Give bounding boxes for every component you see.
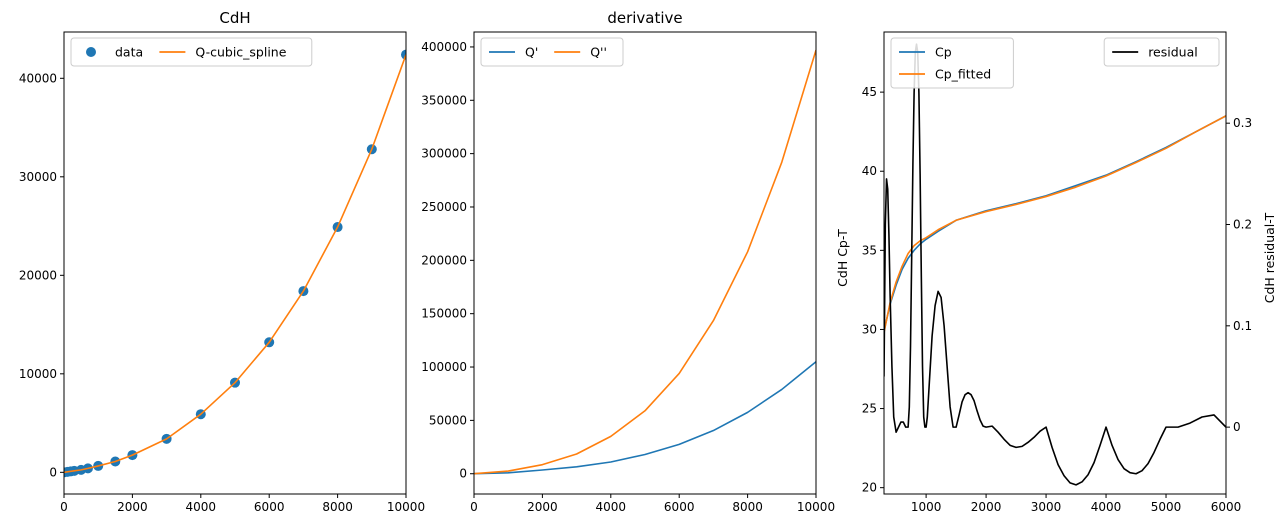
y-tick-label: 350000 xyxy=(421,93,467,107)
panel-cdh: CdH 0 2000 4000 6000 8000 10000 0 10000 20000 300… xyxy=(19,9,425,514)
x-tick-label: 10000 xyxy=(797,500,835,514)
x-tick-label: 3000 xyxy=(1031,500,1062,514)
legend-box xyxy=(1103,37,1220,67)
y-tick-label: 30 xyxy=(862,322,877,336)
panel-derivative: derivative 0 2000 4000 6000 8000 100000500001… xyxy=(421,9,835,514)
legend-label-Q'': Q'' xyxy=(590,45,607,60)
panel1-title: CdH xyxy=(219,9,250,27)
y-right-tick-label: 0.1 xyxy=(1233,319,1252,333)
x-tick-label: 0 xyxy=(470,500,478,514)
y-tick-label: 40000 xyxy=(19,71,57,85)
x-tick-label: 4000 xyxy=(186,500,217,514)
x-tick-label: 2000 xyxy=(117,500,148,514)
y-tick-label: 0 xyxy=(49,465,57,479)
axes-frame-2 xyxy=(473,31,817,495)
x-tick-label: 4000 xyxy=(1091,500,1122,514)
axes-frame-1 xyxy=(63,31,407,495)
x-tick-label: 10000 xyxy=(387,500,425,514)
legend-label-Cp: Cp xyxy=(935,45,952,60)
legend-box xyxy=(480,37,624,67)
y-right-tick-label: 0 xyxy=(1233,420,1241,434)
legend-label-Cp_fitted: Cp_fitted xyxy=(935,67,991,82)
legend-label-data: data xyxy=(115,45,143,60)
y-tick-label: 100000 xyxy=(421,360,467,374)
x-tick-label: 4000 xyxy=(596,500,627,514)
series-line-residual xyxy=(884,43,1226,486)
x-tick-label: 5000 xyxy=(1151,500,1182,514)
y-tick-label: 40 xyxy=(862,164,877,178)
legend-label-residual: residual xyxy=(1148,45,1198,60)
x-tick-label: 8000 xyxy=(322,500,353,514)
legend-box xyxy=(890,37,1014,89)
x-tick-label: 2000 xyxy=(527,500,558,514)
y-tick-label: 250000 xyxy=(421,200,467,214)
legend-label-Q': Q' xyxy=(525,45,538,60)
x-tick-label: 2000 xyxy=(971,500,1002,514)
y-tick-label: 10000 xyxy=(19,367,57,381)
plot-area-2 xyxy=(474,49,816,475)
series-line-Q'' xyxy=(474,49,816,475)
y-tick-label: 200000 xyxy=(421,253,467,267)
legend-label-Q-cubic_spline: Q-cubic_spline xyxy=(195,45,286,60)
x-tick-label: 6000 xyxy=(664,500,695,514)
y-tick-label: 20000 xyxy=(19,268,57,282)
x-tick-label: 1000 xyxy=(911,500,942,514)
series-line-Cp xyxy=(884,115,1226,332)
y-tick-label: 50000 xyxy=(429,413,467,427)
y-right-tick-label: 0.3 xyxy=(1233,116,1252,130)
y-tick-label: 30000 xyxy=(19,170,57,184)
series-line-Cp_fitted xyxy=(884,115,1226,333)
y-tick-label: 35 xyxy=(862,243,877,257)
x-tick-label: 0 xyxy=(60,500,68,514)
y-tick-label: 300000 xyxy=(421,147,467,161)
x-tick-label: 6000 xyxy=(1211,500,1242,514)
panel3-ylabel-right: CdH residual-T xyxy=(1262,212,1277,303)
y-right-tick-label: 0.2 xyxy=(1233,218,1252,232)
panel3-ylabel-left: CdH Cp-T xyxy=(835,229,850,287)
plot-area-3 xyxy=(884,43,1226,486)
series-line-Q' xyxy=(474,361,816,475)
axes-frame-3 xyxy=(883,31,1227,495)
panel-cp: CdH Cp-T CdH residual-T 1000 2000 3000 4000… xyxy=(835,31,1277,514)
y-tick-label: 25 xyxy=(862,402,877,416)
panel2-title: derivative xyxy=(607,9,682,27)
y-tick-label: 45 xyxy=(862,85,877,99)
x-tick-label: 6000 xyxy=(254,500,285,514)
legend-box xyxy=(70,37,313,67)
series-line-Q-cubic_spline xyxy=(64,54,406,474)
y-tick-label: 150000 xyxy=(421,307,467,321)
y-tick-label: 400000 xyxy=(421,40,467,54)
y-tick-label: 0 xyxy=(459,467,467,481)
x-tick-label: 8000 xyxy=(732,500,763,514)
legend-marker-data xyxy=(86,47,96,57)
y-tick-label: 20 xyxy=(862,481,877,495)
plot-area-1 xyxy=(64,49,406,478)
